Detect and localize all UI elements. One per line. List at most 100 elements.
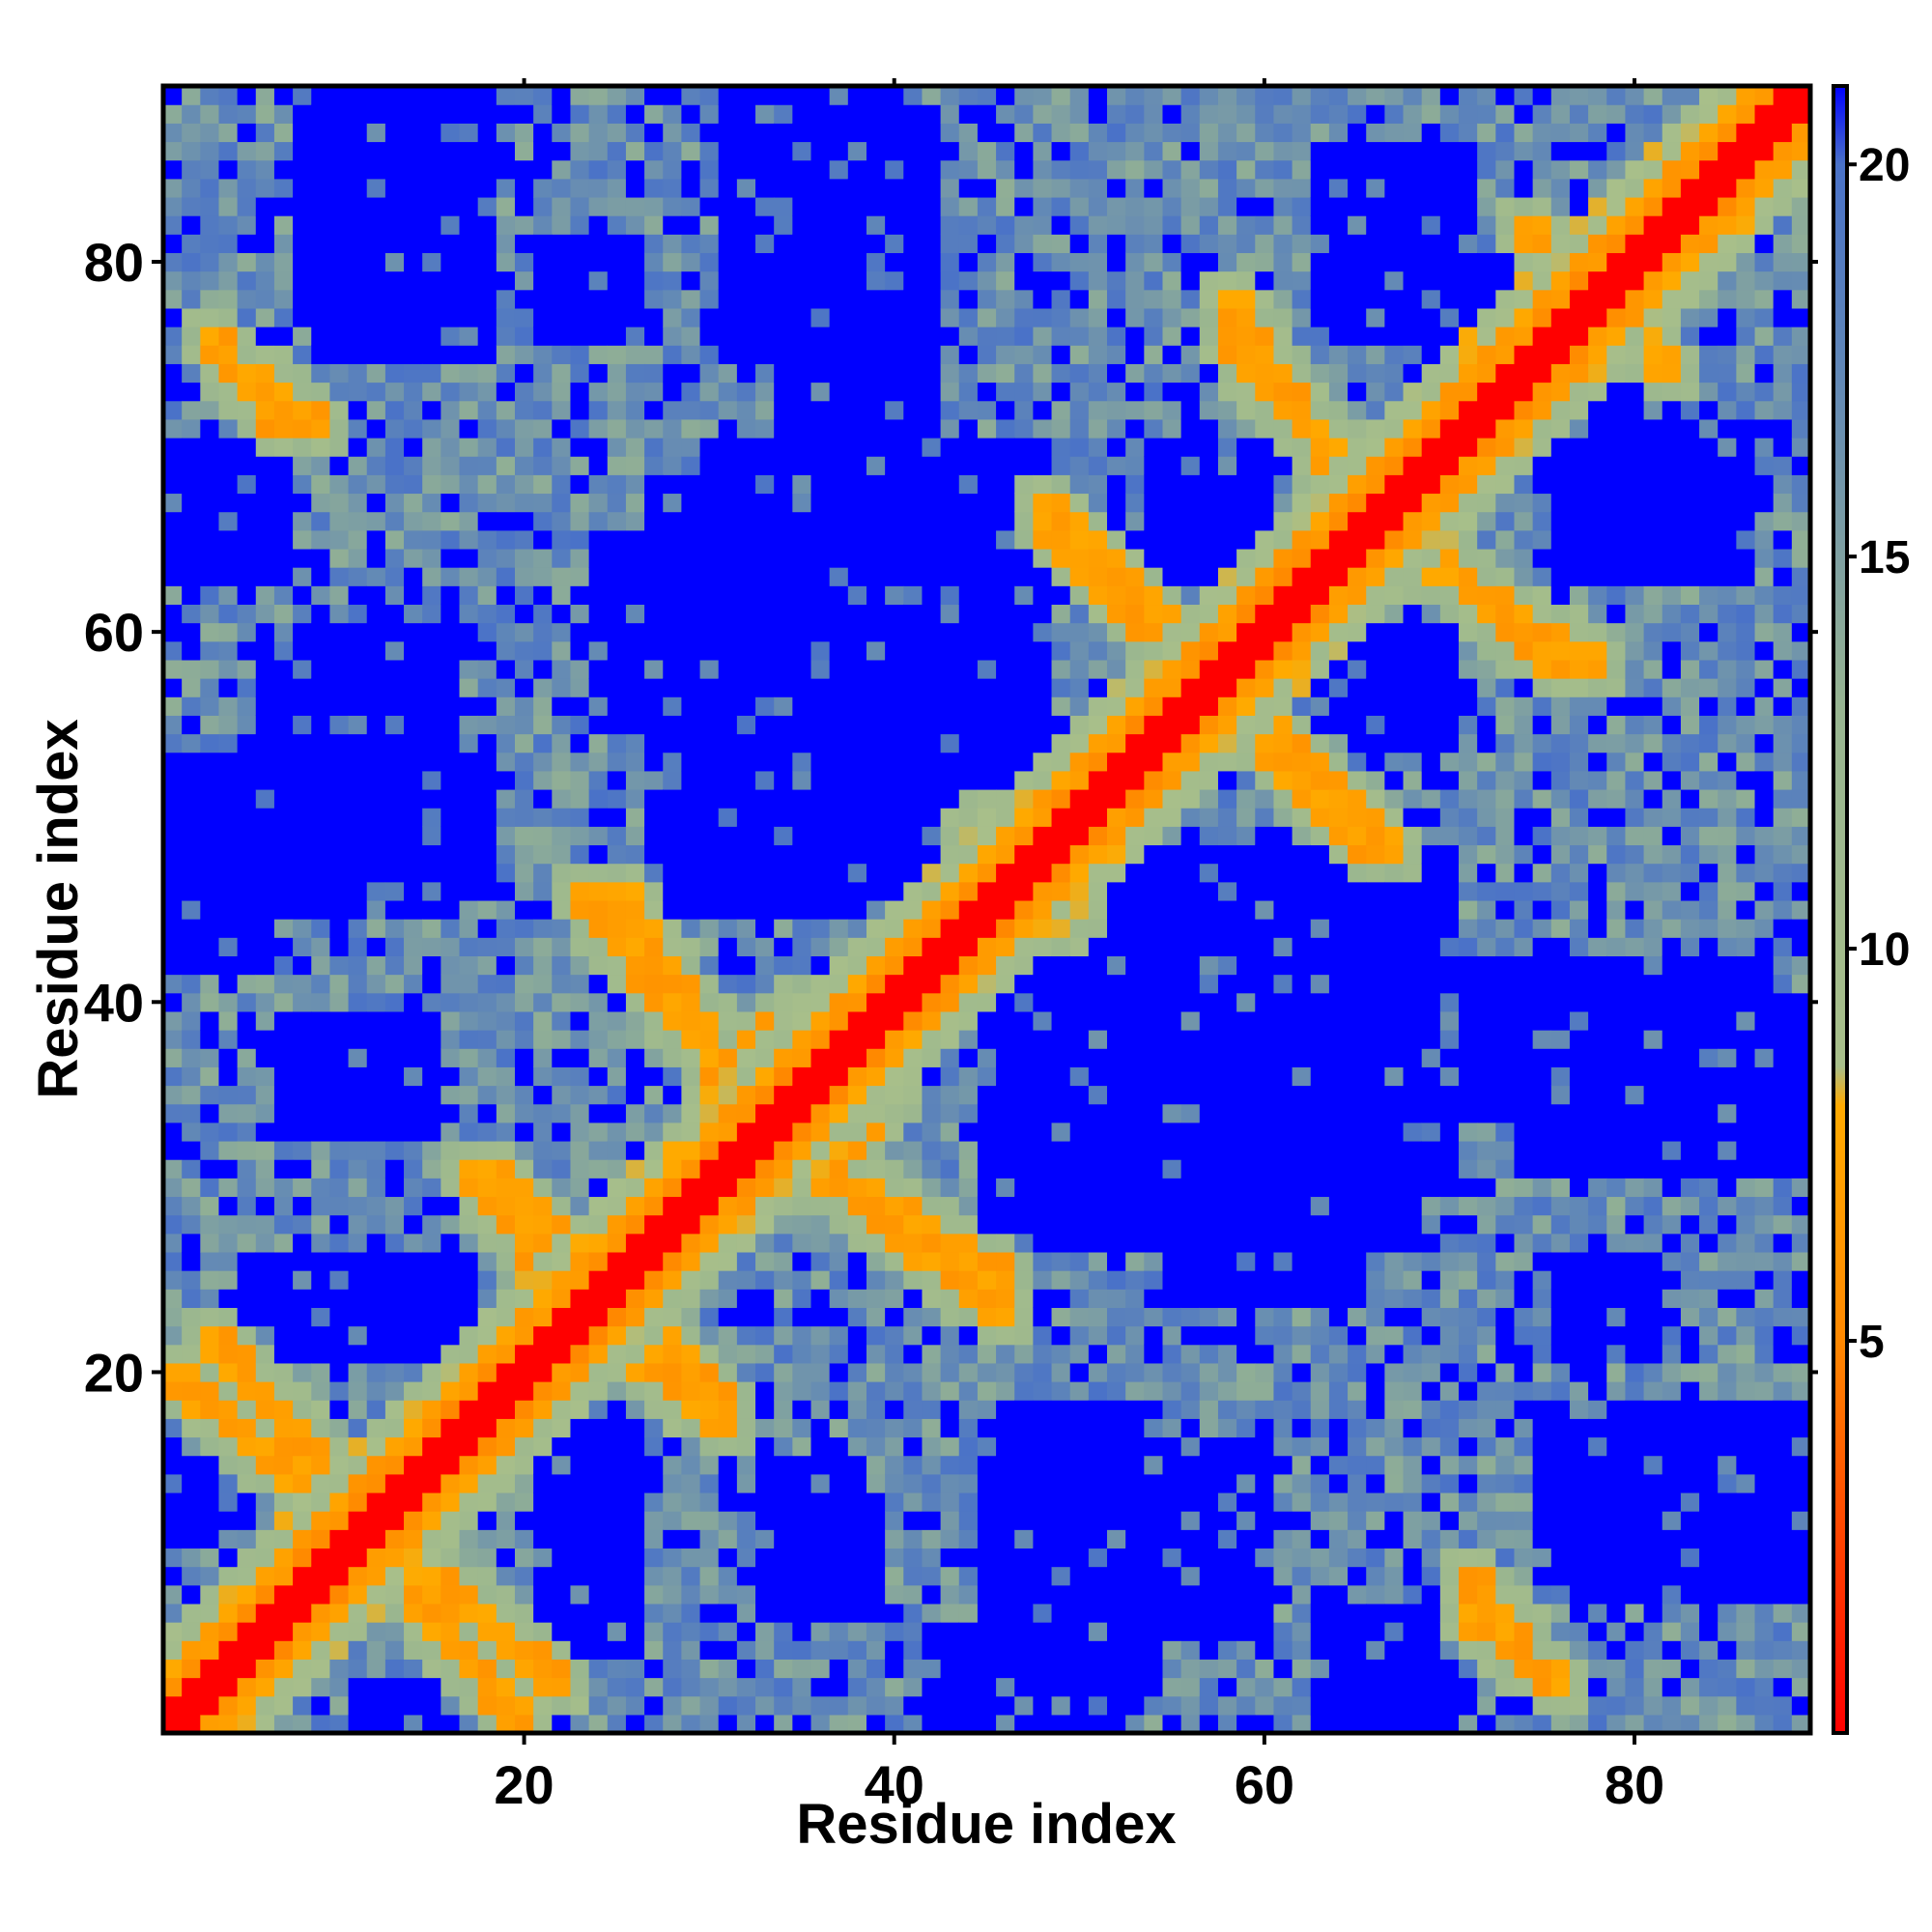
heatmap-cell [200, 1140, 220, 1160]
heatmap-cell [496, 1436, 516, 1457]
heatmap-cell [958, 1140, 979, 1160]
heatmap-cell [903, 937, 923, 956]
heatmap-cell [1180, 992, 1201, 1012]
heatmap-cell [755, 1140, 775, 1160]
heatmap-cell [1069, 640, 1090, 661]
heatmap-cell [1180, 529, 1201, 550]
heatmap-cell [182, 881, 201, 901]
heatmap-cell [681, 1603, 701, 1623]
heatmap-cell [718, 715, 738, 735]
heatmap-cell [718, 678, 738, 697]
heatmap-cell [1088, 788, 1108, 809]
heatmap-cell [496, 955, 516, 976]
heatmap-cell [810, 715, 831, 735]
heatmap-cell [977, 715, 997, 735]
heatmap-cell [847, 937, 867, 956]
heatmap-cell [958, 345, 979, 364]
heatmap-cell [736, 86, 756, 105]
heatmap-cell [459, 1529, 479, 1549]
heatmap-cell [681, 141, 701, 161]
heatmap-cell [663, 585, 683, 606]
heatmap-cell [422, 622, 441, 642]
heatmap-cell [940, 1196, 960, 1216]
heatmap-cell [570, 808, 590, 827]
heatmap-cell [1180, 1529, 1201, 1549]
heatmap-cell [736, 1695, 756, 1716]
heatmap-cell [681, 159, 701, 180]
heatmap-cell [273, 1010, 294, 1031]
heatmap-cell [663, 1511, 683, 1530]
heatmap-cell [533, 1677, 553, 1697]
heatmap-cell [218, 770, 239, 790]
heatmap-cell [829, 141, 849, 161]
heatmap-cell [1014, 1584, 1034, 1605]
heatmap-cell [681, 1492, 701, 1512]
heatmap-cell [718, 1584, 738, 1605]
heatmap-cell [1069, 252, 1090, 272]
heatmap-cell [477, 640, 497, 661]
heatmap-cell [273, 696, 294, 716]
heatmap-cell [699, 1251, 720, 1271]
heatmap-cell [755, 1436, 775, 1457]
heatmap-cell [1014, 1010, 1034, 1031]
heatmap-cell [681, 1714, 701, 1734]
heatmap-cell [1051, 1344, 1071, 1364]
heatmap-cell [699, 640, 720, 661]
heatmap-cell [1069, 345, 1090, 364]
heatmap-cell [440, 363, 461, 384]
heatmap-cell [459, 382, 479, 402]
heatmap-cell [1033, 640, 1053, 661]
heatmap-cell [311, 1584, 331, 1605]
heatmap-cell [384, 1214, 405, 1235]
heatmap-cell [570, 234, 590, 254]
heatmap-cell [625, 1603, 645, 1623]
heatmap-cell [440, 196, 461, 216]
heatmap-cell [681, 511, 701, 531]
heatmap-cell [1125, 992, 1145, 1012]
heatmap-cell [588, 1381, 609, 1401]
heatmap-cell [200, 1362, 220, 1382]
heatmap-cell [366, 123, 386, 143]
heatmap-cell [348, 937, 368, 956]
heatmap-cell [477, 992, 497, 1012]
heatmap-cell [940, 844, 960, 865]
heatmap-cell [163, 345, 183, 364]
heatmap-cell [384, 640, 405, 661]
heatmap-cell [570, 974, 590, 994]
heatmap-cell [496, 1307, 516, 1327]
heatmap-cell [792, 1603, 812, 1623]
heatmap-cell [366, 567, 386, 586]
heatmap-cell [847, 1325, 867, 1346]
heatmap-cell [440, 1344, 461, 1364]
heatmap-cell [922, 1436, 942, 1457]
heatmap-cell [792, 919, 812, 938]
heatmap-cell [163, 1584, 183, 1605]
heatmap-cell [625, 788, 645, 809]
heatmap-cell [588, 123, 609, 143]
heatmap-cell [237, 1659, 257, 1679]
heatmap-cell [774, 992, 793, 1012]
heatmap-cell [1125, 1122, 1145, 1142]
heatmap-cell [533, 1640, 553, 1660]
heatmap-cell [1107, 123, 1126, 143]
heatmap-cell [922, 678, 942, 697]
heatmap-cell [1088, 1214, 1108, 1235]
heatmap-cell [588, 844, 609, 865]
heatmap-cell [1107, 1010, 1126, 1031]
heatmap-cell [588, 770, 609, 790]
heatmap-cell [847, 456, 867, 475]
heatmap-cell [422, 604, 441, 624]
heatmap-cell [958, 1566, 979, 1586]
heatmap-cell [533, 585, 553, 606]
heatmap-cell [607, 270, 627, 291]
heatmap-cell [422, 1640, 441, 1660]
heatmap-cell [440, 1659, 461, 1679]
heatmap-cell [440, 974, 461, 994]
heatmap-cell [1180, 86, 1201, 105]
heatmap-cell [237, 678, 257, 697]
heatmap-cell [1088, 1603, 1108, 1623]
heatmap-cell [570, 1529, 590, 1549]
heatmap-cell [792, 1455, 812, 1475]
heatmap-cell [977, 1529, 997, 1549]
heatmap-cell [459, 1473, 479, 1493]
